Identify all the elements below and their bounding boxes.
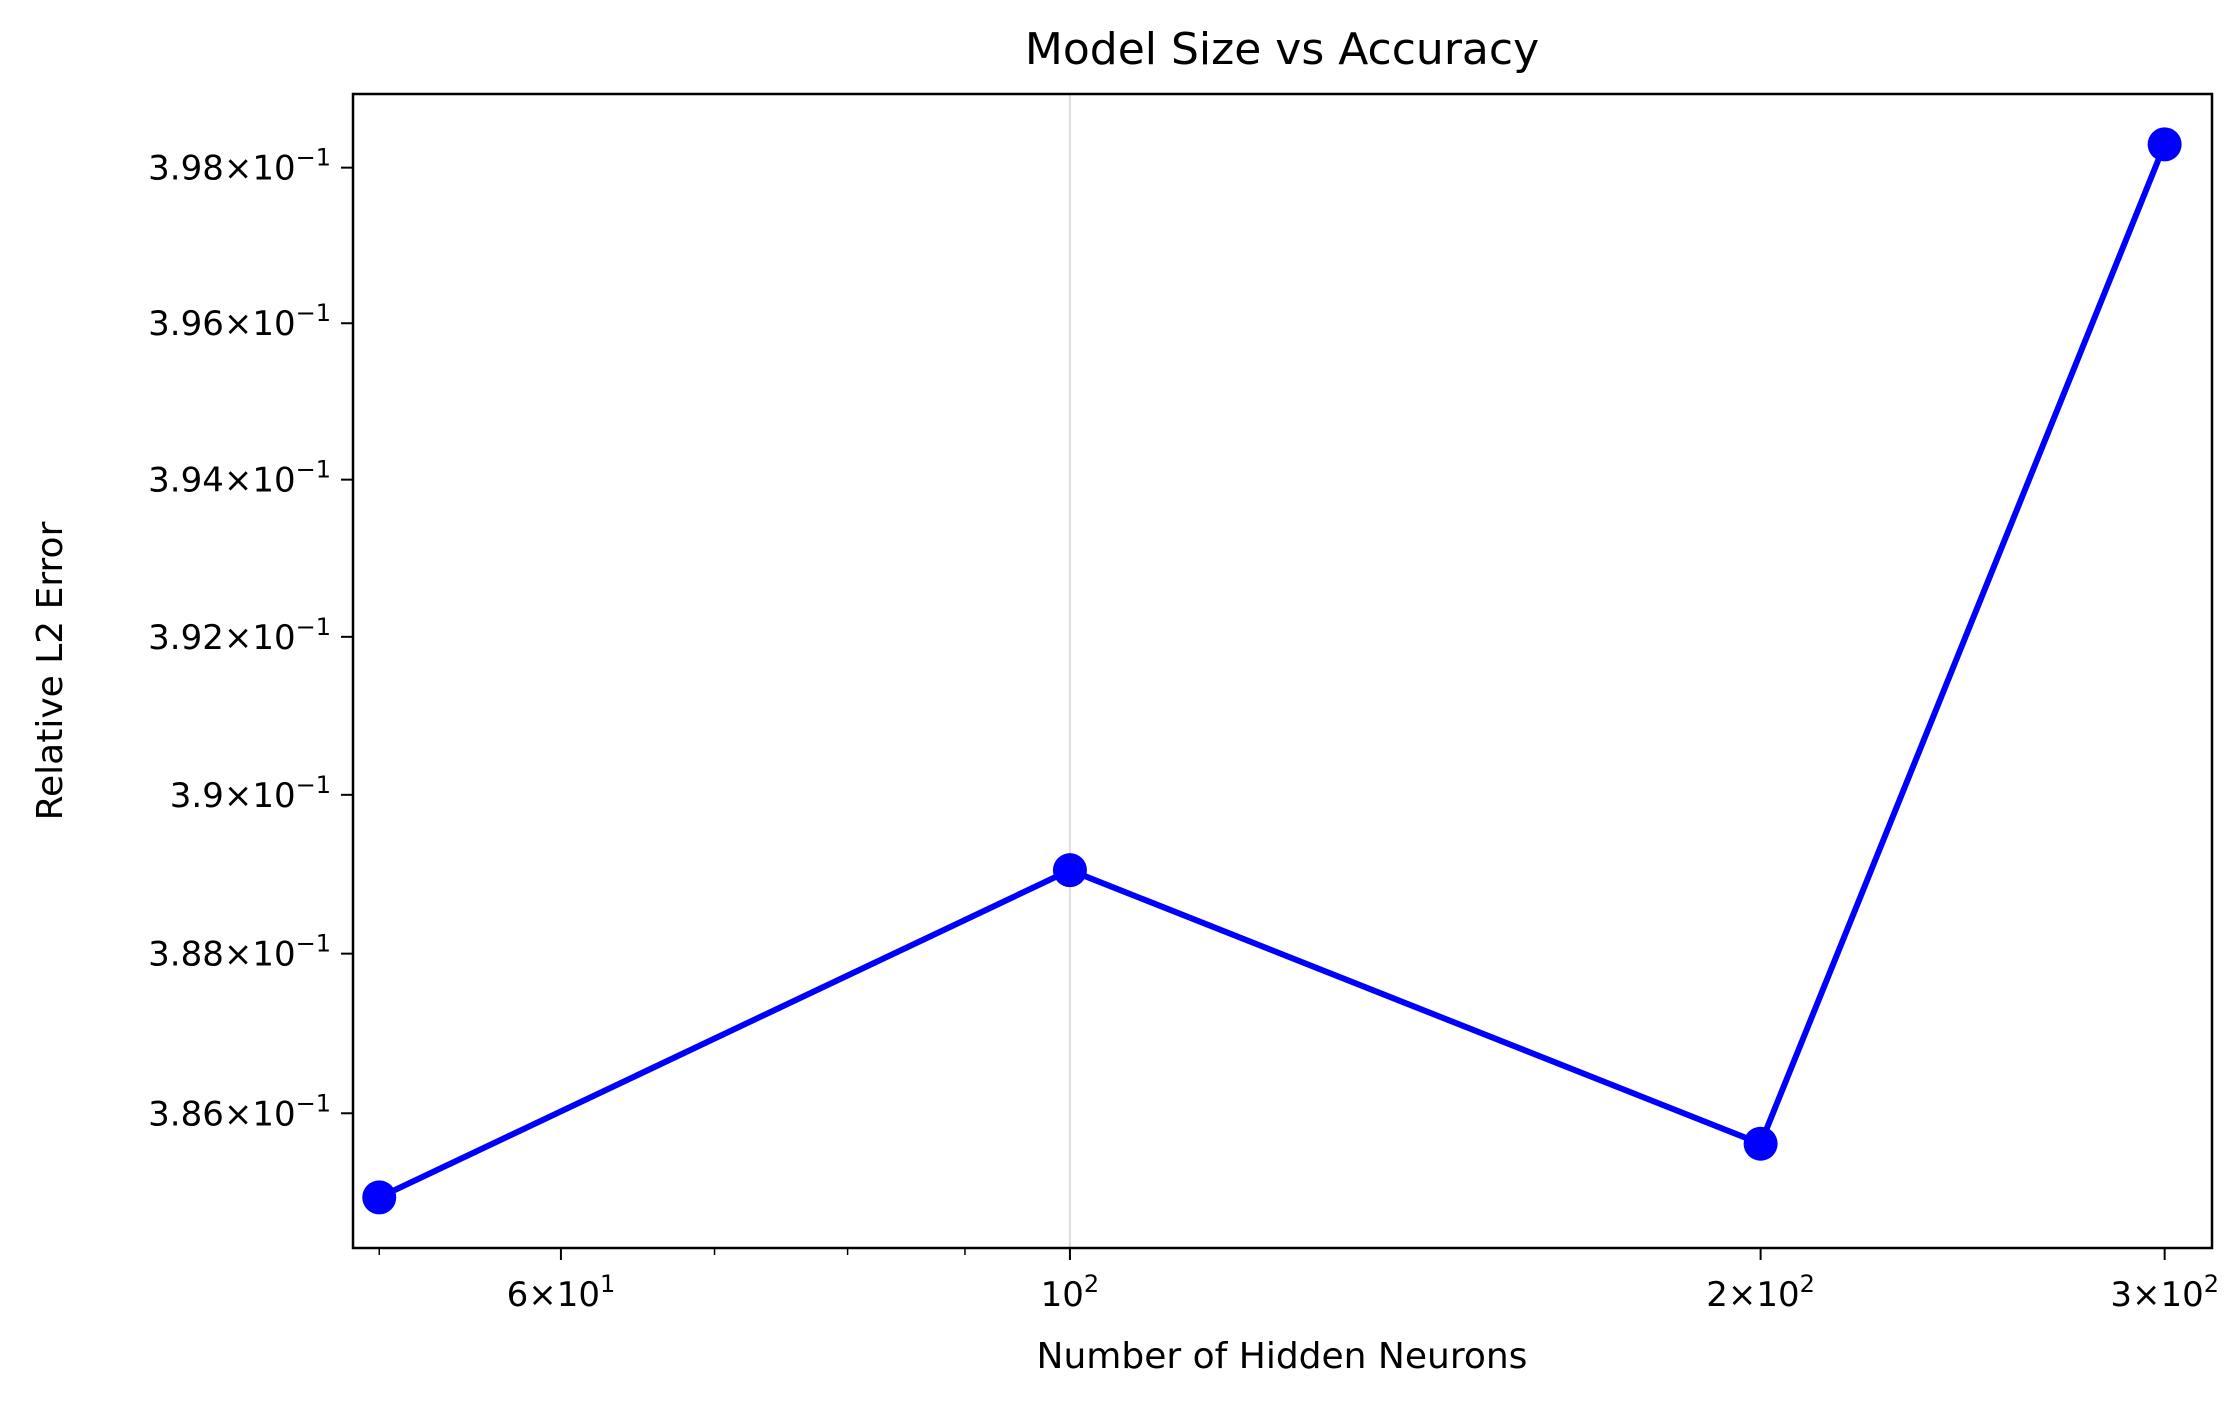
y-axis-label: Relative L2 Error bbox=[30, 521, 71, 820]
x-axis-label: Number of Hidden Neurons bbox=[1037, 1336, 1528, 1377]
x-tick-label: 6×101 bbox=[507, 1270, 616, 1315]
x-tick-label: 3×102 bbox=[2110, 1270, 2219, 1315]
data-point bbox=[1743, 1126, 1778, 1161]
data-point bbox=[2147, 127, 2182, 162]
y-tick-label: 3.92×10−1 bbox=[148, 613, 331, 658]
data-point bbox=[1052, 853, 1087, 888]
series-line bbox=[378, 143, 2168, 1201]
series-layer bbox=[362, 127, 2182, 1215]
chart-title: Model Size vs Accuracy bbox=[1025, 24, 1539, 75]
y-tick-label: 3.86×10−1 bbox=[148, 1089, 331, 1134]
x-axis-ticks: 6×101 102 2×102 3×102 bbox=[378, 1248, 2219, 1315]
y-tick-label: 3.98×10−1 bbox=[148, 144, 331, 189]
y-tick-label: 3.9×10−1 bbox=[170, 771, 331, 816]
y-tick-label: 3.96×10−1 bbox=[148, 299, 331, 344]
y-tick-label: 3.88×10−1 bbox=[148, 930, 331, 975]
plot-frame bbox=[351, 92, 2214, 1250]
x-tick-label: 102 bbox=[1041, 1270, 1100, 1315]
y-axis-ticks: 3.86×10−1 3.88×10−1 3.9×10−1 3.92×10−1 3.94×… bbox=[148, 144, 353, 1134]
x-tick-label: 2×102 bbox=[1706, 1270, 1815, 1315]
y-tick-label: 3.94×10−1 bbox=[148, 456, 331, 501]
data-point bbox=[362, 1180, 397, 1215]
